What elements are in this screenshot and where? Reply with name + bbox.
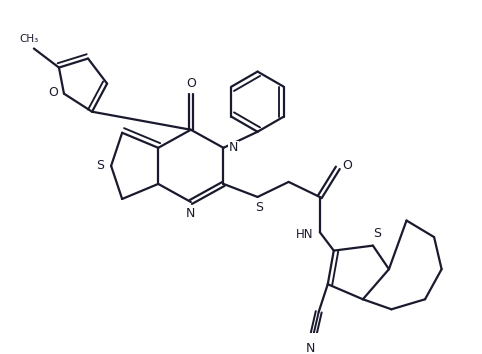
Text: N: N [306, 342, 315, 354]
Text: S: S [255, 201, 263, 215]
Text: HN: HN [296, 228, 313, 241]
Text: O: O [186, 77, 196, 90]
Text: CH₃: CH₃ [19, 34, 39, 45]
Text: O: O [342, 159, 352, 172]
Text: S: S [96, 159, 104, 172]
Text: S: S [373, 227, 381, 240]
Text: N: N [229, 141, 238, 154]
Text: N: N [186, 206, 196, 219]
Text: O: O [48, 86, 58, 99]
